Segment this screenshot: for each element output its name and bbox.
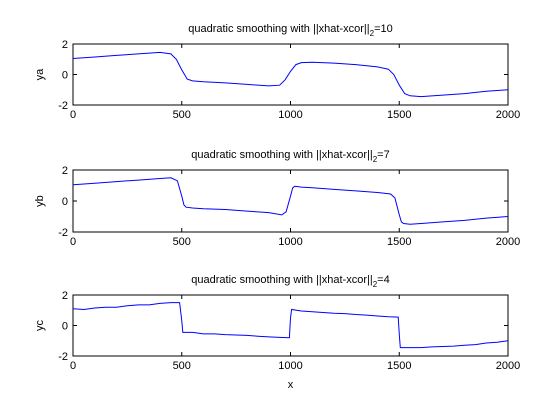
y-axis-label: yb [34,195,46,207]
x-tick-label: 0 [70,236,76,248]
title-subscript: 2 [370,29,375,38]
x-tick-label: 1000 [278,236,302,248]
x-tick-label: 500 [173,109,191,121]
y-tick-label: 0 [62,321,68,333]
axes-box [72,43,509,106]
y-tick-label: -2 [58,100,68,112]
y-tick-label: 0 [62,196,68,208]
x-tick-label: 2000 [496,109,520,121]
x-tick-label: 0 [70,109,76,121]
chart-title: quadratic smoothing with ||xhat-xcor||2=… [191,274,389,289]
series-line [72,302,509,349]
y-axis-label: yc [34,320,46,332]
chart-title: quadratic smoothing with ||xhat-xcor||2=… [191,149,389,164]
title-subscript: 2 [373,280,378,289]
x-tick-label: 2000 [496,360,520,372]
y-tick-label: -2 [58,227,68,239]
series-line [72,51,509,98]
x-tick-label: 1500 [387,236,411,248]
axes-box [72,169,509,233]
title-main: quadratic smoothing with ||xhat-xcor|| [191,149,372,161]
title-tail: =4 [377,274,390,286]
x-tick-label: 2000 [496,236,520,248]
series-line [72,177,509,225]
y-tick-label: 2 [62,290,68,302]
title-tail: =10 [374,23,393,35]
title-main: quadratic smoothing with ||xhat-xcor|| [188,23,369,35]
title-subscript: 2 [373,155,378,164]
y-tick-label: 2 [62,165,68,177]
x-tick-label: 1500 [387,109,411,121]
chart-title: quadratic smoothing with ||xhat-xcor||2=… [188,23,393,38]
y-tick-label: -2 [58,351,68,363]
x-axis-label: x [288,379,294,391]
y-axis-label: ya [34,68,46,81]
x-tick-label: 1500 [387,360,411,372]
y-tick-label: 0 [62,70,68,82]
title-main: quadratic smoothing with ||xhat-xcor|| [191,274,372,286]
x-tick-label: 500 [173,360,191,372]
x-tick-label: 0 [70,360,76,372]
x-tick-label: 1000 [278,109,302,121]
y-tick-label: 2 [62,39,68,51]
x-tick-label: 1000 [278,360,302,372]
x-tick-label: 500 [173,236,191,248]
title-tail: =7 [377,149,390,161]
